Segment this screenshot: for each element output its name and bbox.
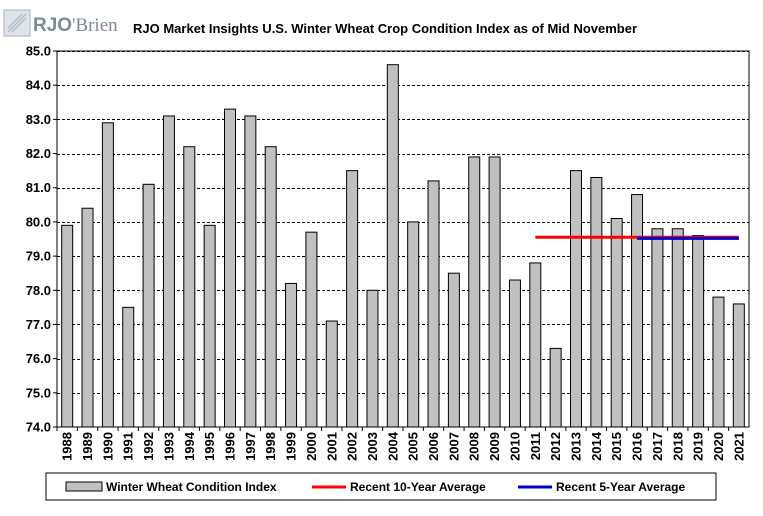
y-tick-label: 74.0 [26, 420, 51, 435]
x-tick-label: 2004 [385, 431, 400, 461]
bar [244, 115, 257, 428]
x-tick-label: 2007 [446, 432, 461, 461]
x-tick-label: 2000 [304, 432, 319, 461]
x-tick-label: 2011 [528, 432, 543, 460]
y-tick-label: 85.0 [26, 44, 51, 59]
legend-label-10yr: Recent 10-Year Average [350, 480, 486, 494]
y-axis-ticks: 74.0 75.0 76.0 77.0 78.0 79.0 80.0 81.0 82.0 83.0… [26, 44, 57, 435]
y-tick-label: 80.0 [26, 214, 51, 229]
bar [407, 221, 420, 428]
brand-logo: RJO 'Brien [3, 9, 118, 37]
legend: Winter Wheat Condition Index Recent 10-Y… [45, 472, 717, 501]
bar [508, 279, 521, 428]
bar [570, 170, 582, 428]
bar [671, 228, 684, 428]
y-tick-label: 75.0 [26, 385, 51, 400]
bar [183, 146, 196, 428]
x-tick-label: 2001 [324, 432, 339, 461]
y-tick-label: 84.0 [26, 78, 51, 93]
bar [529, 262, 542, 428]
x-tick-label: 2018 [670, 432, 685, 461]
x-tick-label: 2010 [507, 432, 522, 461]
x-tick-label: 1999 [284, 432, 299, 461]
bar [468, 156, 481, 428]
bar [692, 235, 705, 428]
bar [427, 180, 440, 428]
y-tick-label: 77.0 [26, 317, 51, 332]
bar [203, 224, 216, 428]
x-tick-label: 2019 [691, 432, 706, 461]
average-lines [535, 235, 739, 240]
x-tick-label: 2020 [711, 432, 726, 461]
logo-text-secondary: 'Brien [72, 15, 118, 36]
x-tick-label: 2003 [365, 432, 380, 461]
legend-swatch-bars [65, 481, 103, 492]
bar [366, 289, 379, 428]
legend-label-bars: Winter Wheat Condition Index [106, 480, 277, 494]
x-tick-label: 1997 [243, 432, 258, 461]
bar [101, 122, 114, 428]
x-tick-label: 2021 [731, 432, 746, 461]
x-tick-label: 2008 [467, 432, 482, 461]
x-tick-label: 1995 [202, 432, 217, 461]
x-tick-label: 1996 [223, 432, 238, 461]
bar [305, 231, 318, 428]
x-tick-label: 1994 [182, 431, 197, 461]
x-tick-label: 2016 [630, 432, 645, 461]
bar [732, 303, 745, 428]
y-tick-label: 82.0 [26, 146, 51, 161]
bar [651, 228, 664, 428]
x-tick-label: 1988 [60, 432, 75, 461]
bar [224, 108, 236, 428]
bar [142, 183, 155, 428]
x-tick-label: 2005 [406, 432, 421, 461]
y-tick-label: 76.0 [26, 351, 51, 366]
x-tick-label: 2002 [345, 432, 360, 461]
y-tick-label: 78.0 [26, 283, 51, 298]
x-tick-label: 1998 [263, 432, 278, 461]
x-tick-label: 2012 [548, 432, 563, 461]
x-tick-label: 1992 [141, 432, 156, 461]
bar [610, 217, 623, 428]
bar [61, 224, 74, 428]
legend-box [45, 472, 717, 501]
bar [285, 282, 298, 428]
bar [712, 296, 725, 428]
bar [264, 146, 277, 428]
bar [386, 64, 399, 428]
x-tick-label: 2015 [609, 432, 624, 461]
bar [631, 194, 644, 428]
bar [447, 272, 460, 428]
x-tick-label: 1991 [121, 432, 136, 461]
y-tick-label: 81.0 [26, 180, 51, 195]
x-tick-label: 1989 [80, 432, 95, 461]
y-tick-label: 79.0 [26, 249, 51, 264]
x-tick-label: 2014 [589, 431, 604, 461]
logo-text-main: RJO [33, 15, 72, 36]
bar [549, 347, 562, 428]
x-axis-ticks: 1988 1989 1990 1991 1992 1993 1994 1995 1996 1997… [56, 427, 746, 461]
chart-title: RJO Market Insights U.S. Winter Wheat Cr… [133, 21, 637, 36]
bar [590, 176, 603, 428]
y-tick-label: 83.0 [26, 112, 51, 127]
legend-label-5yr: Recent 5-Year Average [556, 480, 686, 494]
x-tick-label: 2013 [569, 432, 584, 461]
x-tick-label: 1990 [100, 432, 115, 461]
bar [162, 115, 175, 428]
bar [122, 306, 135, 428]
x-tick-label: 1993 [161, 432, 176, 461]
bar [325, 320, 338, 428]
x-tick-label: 2017 [650, 432, 665, 461]
x-tick-label: 2006 [426, 432, 441, 461]
x-tick-label: 2009 [487, 432, 502, 461]
bar [488, 156, 501, 428]
bar [346, 170, 359, 428]
bar [81, 207, 94, 428]
